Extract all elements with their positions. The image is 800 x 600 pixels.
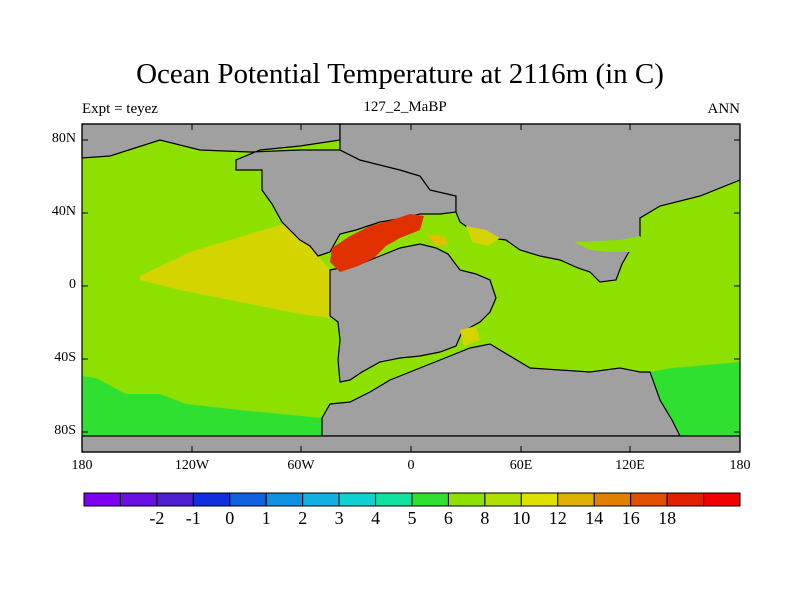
colorbar-label: 0 bbox=[225, 508, 235, 528]
lon-tick-label: 180 bbox=[729, 458, 751, 473]
colorbar-swatch bbox=[666, 492, 705, 507]
colorbar-label: 12 bbox=[548, 508, 567, 528]
colorbar-swatch bbox=[630, 492, 668, 507]
lat-tick-label: 80N bbox=[51, 131, 76, 146]
lon-tick-label: 180 bbox=[71, 458, 93, 473]
hot-water-tethys bbox=[330, 214, 424, 272]
land-australia bbox=[574, 236, 640, 252]
season-label: ANN bbox=[707, 101, 741, 117]
colorbar-label: 5 bbox=[407, 508, 417, 528]
warm-water-patch-3 bbox=[460, 326, 480, 346]
colorbar-label: 10 bbox=[512, 508, 531, 528]
warm-water-patch-1 bbox=[426, 234, 448, 246]
colorbar-label: 14 bbox=[585, 508, 604, 528]
colorbar-swatch bbox=[156, 492, 194, 507]
colorbar-swatch bbox=[520, 492, 559, 507]
colorbar-swatch bbox=[229, 492, 267, 507]
colorbar-swatch bbox=[557, 492, 595, 507]
colorbar-swatch bbox=[484, 492, 522, 507]
warm-tongue-pacific bbox=[140, 222, 330, 318]
colorbar-swatch bbox=[265, 492, 304, 507]
lon-tick-label: 120W bbox=[174, 458, 210, 473]
colorbar-label: -2 bbox=[149, 508, 165, 528]
lat-tick-label: 40N bbox=[51, 204, 76, 219]
lon-ticks bbox=[81, 124, 631, 452]
colorbar bbox=[83, 492, 741, 507]
land-eurasia bbox=[339, 123, 741, 283]
colorbar-label: 2 bbox=[298, 508, 308, 528]
lat-tick-label: 80S bbox=[54, 423, 76, 438]
land-masses bbox=[81, 123, 741, 453]
colorbar-swatch bbox=[447, 492, 486, 507]
cold-water-southwest bbox=[82, 376, 322, 436]
land-north-america bbox=[81, 123, 457, 257]
colorbar-swatch bbox=[302, 492, 340, 507]
colorbar-label: 16 bbox=[621, 508, 640, 528]
lon-tick-label: 60E bbox=[509, 458, 533, 473]
land-antarctica bbox=[321, 343, 681, 437]
colorbar-label: 6 bbox=[443, 508, 453, 528]
experiment-label: Expt = teyez bbox=[82, 101, 158, 117]
lon-tick-label: 60W bbox=[287, 458, 315, 473]
lon-tick-label: 0 bbox=[407, 458, 415, 473]
colorbar-swatch bbox=[411, 492, 449, 507]
colorbar-swatch bbox=[192, 492, 231, 507]
warm-water-patch-2 bbox=[466, 226, 500, 246]
colorbar-swatch bbox=[703, 492, 741, 507]
colorbar-swatch bbox=[593, 492, 632, 507]
colorbar-label: 18 bbox=[658, 508, 677, 528]
lon-tick-label: 120E bbox=[615, 458, 645, 473]
time-period-label: 127_2_MaBP bbox=[363, 99, 447, 115]
lat-tick-label: 0 bbox=[69, 277, 76, 292]
lat-ticks bbox=[82, 139, 740, 433]
cold-water-southeast bbox=[650, 362, 740, 436]
map-title: Ocean Potential Temperature at 2116m (in… bbox=[136, 58, 664, 90]
colorbar-swatch bbox=[338, 492, 377, 507]
colorbar-swatch bbox=[375, 492, 413, 507]
colorbar-label: 4 bbox=[371, 508, 381, 528]
colorbar-label: -1 bbox=[185, 508, 201, 528]
colorbar-label: 1 bbox=[261, 508, 271, 528]
colorbar-swatch bbox=[83, 492, 121, 507]
colorbar-label: 3 bbox=[334, 508, 344, 528]
lat-tick-label: 40S bbox=[54, 350, 76, 365]
colorbar-swatch bbox=[119, 492, 158, 507]
colorbar-label: 8 bbox=[480, 508, 490, 528]
